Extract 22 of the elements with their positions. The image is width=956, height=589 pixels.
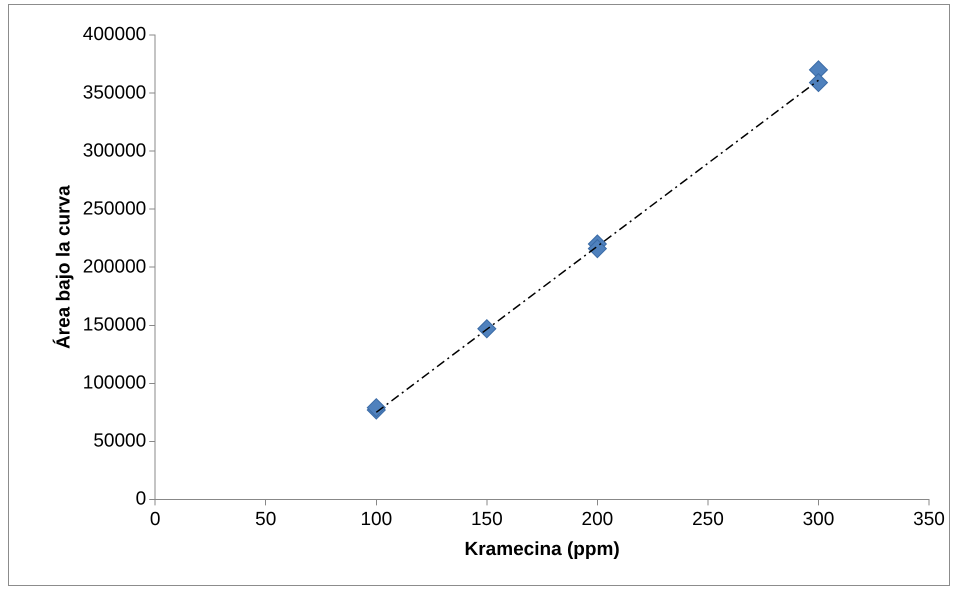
y-tick-label: 150000 [82, 314, 146, 336]
x-tick-label: 200 [582, 509, 614, 530]
y-tick-label: 300000 [82, 140, 146, 162]
y-tick-label: 50000 [93, 430, 146, 452]
point [588, 239, 607, 258]
x-tick-label: 150 [470, 509, 503, 530]
y-tick-label: 200000 [82, 256, 146, 278]
x-tick-label: 100 [360, 509, 392, 530]
y-tick-label: 0 [136, 488, 146, 510]
y-tick-label: 250000 [82, 198, 146, 220]
point [477, 319, 496, 338]
y-axis-title: Área bajo la curva [52, 184, 75, 350]
x-tick-label: 300 [802, 509, 834, 530]
y-tick-label: 400000 [82, 24, 146, 46]
x-tick-label: 0 [150, 509, 160, 530]
y-tick-label: 100000 [82, 372, 146, 394]
point [808, 73, 828, 92]
y-tick-label: 350000 [82, 82, 146, 104]
x-tick-label: 50 [255, 509, 276, 530]
x-axis-title: Kramecina (ppm) [464, 538, 620, 560]
x-tick-label: 250 [692, 509, 724, 530]
x-tick-label: 350 [913, 509, 945, 530]
